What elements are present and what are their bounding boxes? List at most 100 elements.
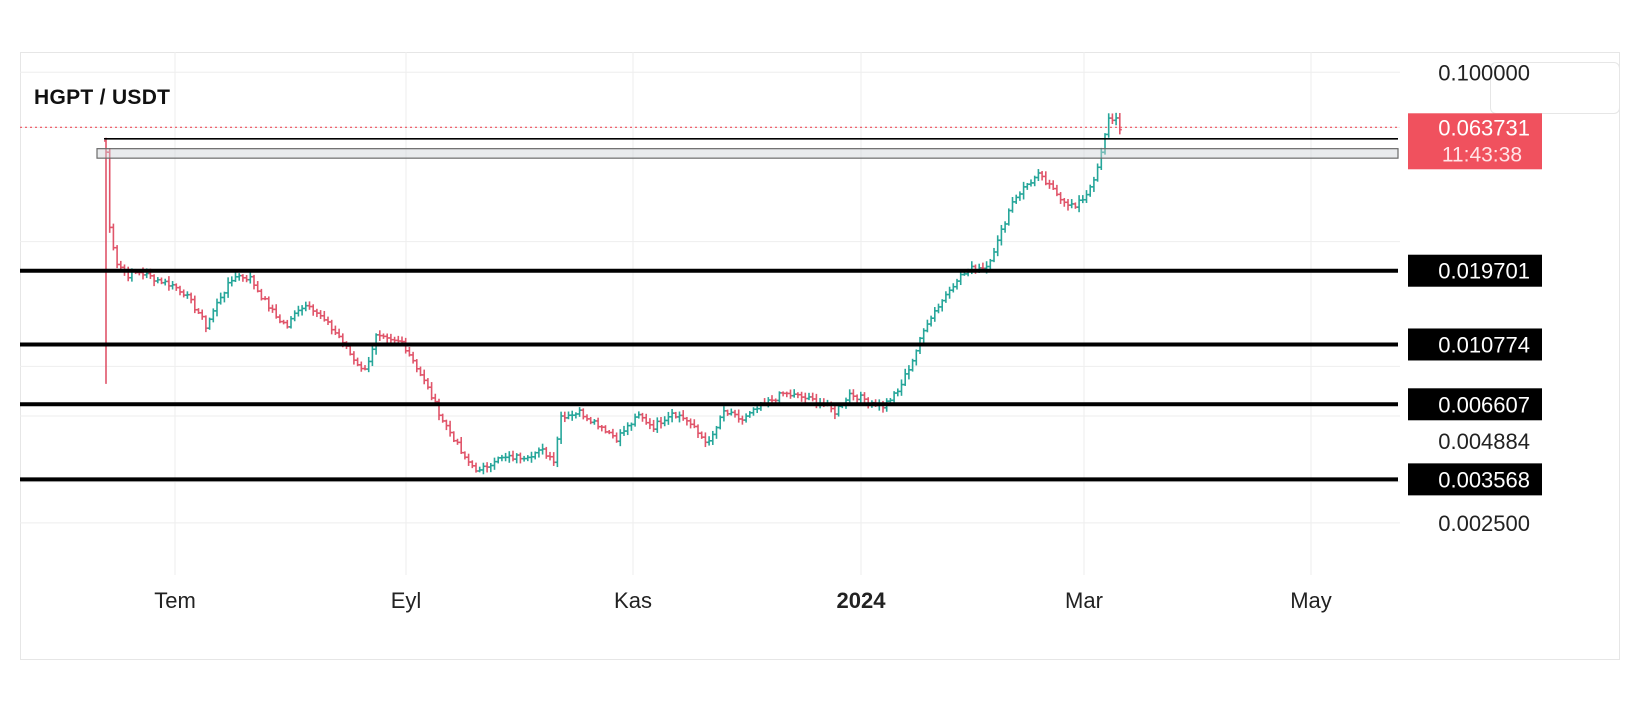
- ohlc-bar: [655, 417, 660, 433]
- ohlc-bar: [592, 419, 597, 425]
- ohlc-bar: [803, 392, 808, 404]
- ohlc-bar: [333, 325, 338, 336]
- ohlc-bar: [858, 391, 863, 405]
- price-axis: 0.1000000.0048840.0025000.0518820.019701…: [1408, 60, 1542, 536]
- ohlc-bar: [292, 310, 297, 322]
- ohlc-bar: [196, 308, 201, 315]
- ohlc-bar: [178, 285, 182, 296]
- ohlc-bar: [862, 392, 867, 403]
- ohlc-bar: [429, 382, 434, 401]
- ohlc-bar: [599, 425, 604, 432]
- ohlc-bar: [596, 417, 601, 430]
- ohlc-bar: [1077, 195, 1082, 213]
- ohlc-bar: [958, 272, 963, 286]
- ohlc-bar: [1103, 133, 1107, 155]
- ohlc-bar: [477, 466, 482, 473]
- ohlc-bar: [1029, 179, 1033, 187]
- level-price-tag: [1408, 328, 1542, 361]
- ohlc-bar: [285, 319, 290, 329]
- ohlc-bar: [307, 301, 312, 310]
- ohlc-bar: [329, 319, 334, 335]
- ohlc-bar: [670, 408, 675, 423]
- ohlc-bar: [784, 391, 789, 398]
- ohlc-bar: [237, 273, 242, 281]
- ohlc-bar: [311, 304, 316, 316]
- level-price-tag: [1408, 254, 1542, 287]
- ohlc-bar: [1006, 208, 1011, 226]
- ohlc-bar: [155, 277, 160, 284]
- ohlc-bar: [462, 451, 467, 460]
- ohlc-bar: [192, 295, 197, 314]
- pair-title: HGPT / USDT: [34, 86, 171, 109]
- ohlc-bar: [536, 447, 541, 458]
- chart-widget-box[interactable]: [1490, 62, 1620, 114]
- ohlc-bar: [644, 413, 649, 425]
- ohlc-bar: [1080, 195, 1085, 204]
- grid-lines: [20, 52, 1400, 575]
- ohlc-bar: [1036, 169, 1041, 182]
- ohlc-bar: [451, 431, 456, 443]
- ohlc-bar: [736, 409, 741, 423]
- ohlc-bar: [1084, 190, 1089, 203]
- ohlc-bar: [570, 410, 575, 421]
- ohlc-bar: [548, 451, 552, 461]
- ohlc-bar: [629, 422, 634, 431]
- ohlc-bar: [107, 148, 112, 233]
- price-tick-label: 0.004884: [1438, 429, 1530, 454]
- ohlc-bar: [481, 462, 486, 475]
- ohlc-bar: [744, 413, 749, 423]
- ohlc-bar: [263, 296, 268, 301]
- support-resistance-levels: [20, 138, 1399, 482]
- ohlc-bar: [696, 424, 700, 438]
- ohlc-bar: [607, 429, 612, 435]
- ohlc-bar: [551, 452, 556, 466]
- ohlc-bar: [248, 271, 253, 284]
- ohlc-bar: [444, 419, 449, 431]
- ohlc-bar: [562, 411, 567, 423]
- ohlc-bar: [929, 315, 934, 327]
- ohlc-bar: [215, 298, 219, 317]
- ohlc-bar: [636, 411, 641, 419]
- ohlc-bars: [104, 112, 1122, 475]
- ohlc-bar: [274, 304, 279, 319]
- ohlc-bar: [326, 316, 330, 326]
- ohlc-bar: [252, 274, 256, 290]
- ohlc-bar: [174, 283, 179, 291]
- ohlc-bar: [218, 292, 223, 305]
- ohlc-bar: [692, 419, 697, 429]
- ohlc-bar: [610, 428, 615, 439]
- ohlc-bar: [518, 452, 523, 464]
- ohlc-bar: [281, 319, 286, 325]
- ohlc-bar: [914, 349, 919, 366]
- ohlc-bar: [640, 412, 645, 422]
- level-price-label: 0.019701: [1438, 259, 1530, 284]
- ohlc-bar: [729, 408, 734, 416]
- ohlc-bar: [115, 245, 120, 269]
- ohlc-bar: [233, 271, 238, 283]
- ohlc-bar: [111, 223, 116, 251]
- ohlc-bar: [544, 446, 549, 459]
- chart-frame: [20, 52, 1620, 660]
- ohlc-bar: [585, 414, 589, 422]
- ohlc-bar: [322, 310, 327, 322]
- ohlc-bar: [747, 411, 752, 418]
- ohlc-bar: [795, 392, 800, 399]
- ohlc-bar: [289, 316, 293, 329]
- ohlc-bar: [1066, 199, 1070, 211]
- ohlc-bar: [559, 411, 564, 444]
- ohlc-bar: [211, 308, 216, 323]
- ohlc-bar: [407, 346, 412, 357]
- ohlc-bar: [385, 333, 390, 344]
- ohlc-bar: [588, 416, 593, 425]
- ohlc-bar: [751, 407, 756, 416]
- ohlc-bar: [1114, 112, 1119, 126]
- ohlc-bar: [832, 405, 837, 420]
- ohlc-bar: [418, 366, 423, 377]
- level-price-label: 0.006607: [1438, 392, 1530, 417]
- ohlc-bar: [337, 328, 342, 339]
- ohlc-bar: [943, 291, 948, 303]
- ohlc-bar: [1021, 181, 1026, 200]
- ohlc-bar: [573, 412, 578, 419]
- last-price-label: 0.063731: [1438, 115, 1530, 140]
